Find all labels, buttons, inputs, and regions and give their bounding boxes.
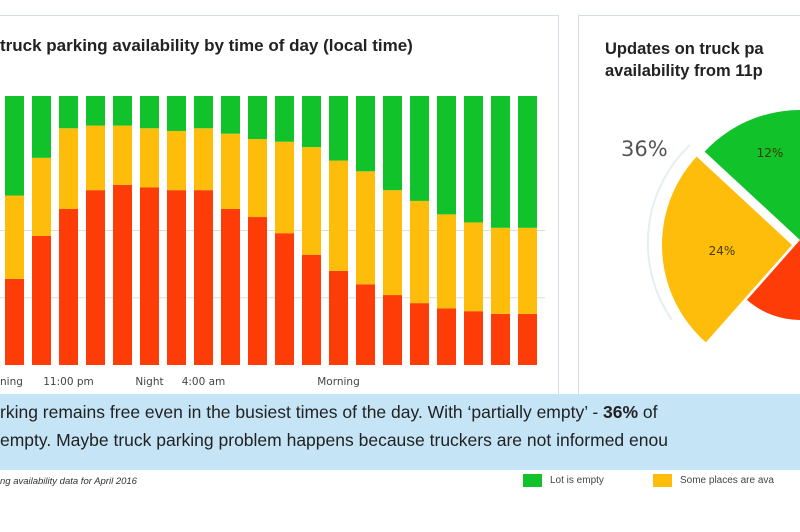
bar-segment-some-places-are-available: [86, 125, 105, 191]
bar-segment-some-places-are-available: [356, 171, 375, 285]
legend-label: Some places are ava: [680, 475, 774, 486]
pie-label-empty: 12%: [757, 146, 784, 160]
legend-swatch: [653, 474, 672, 487]
bar-segment-lot-is-empty: [32, 96, 51, 158]
bar-segment-lot-is-empty: [86, 96, 105, 126]
bar-segment-some-places-are-available: [194, 128, 213, 191]
bar-segment-lot-is-empty: [464, 96, 483, 223]
bar-segment-some-places-are-available: [302, 147, 321, 255]
bar-segment-some-places-are-available: [32, 157, 51, 236]
bar-segment-lot-is-empty: [167, 96, 186, 131]
bar-segment-lot-is-empty: [410, 96, 429, 201]
bar-segment-lot-is-empty: [302, 96, 321, 148]
bar-segment-some-places-are-available: [437, 214, 456, 309]
bar-segment-full: [302, 254, 321, 365]
bar-segment-lot-is-empty: [437, 96, 456, 215]
bar-segment-some-places-are-available: [464, 222, 483, 312]
bar-segment-lot-is-empty: [518, 96, 537, 228]
insight-text: of: [638, 402, 658, 422]
bar-segment-lot-is-empty: [59, 96, 78, 129]
legend-item-empty: Lot is empty: [523, 474, 604, 487]
bar-chart-title: truck parking availability by time of da…: [0, 36, 413, 55]
pie-title-line: Updates on truck pa: [605, 40, 764, 58]
bar-segment-lot-is-empty: [248, 96, 267, 140]
bar-segment-some-places-are-available: [5, 195, 24, 279]
bar-segment-full: [383, 295, 402, 365]
bar-segment-full: [194, 190, 213, 365]
bar-segment-some-places-are-available: [113, 125, 132, 185]
bar-segment-some-places-are-available: [383, 190, 402, 296]
bar-segment-full: [275, 233, 294, 365]
bar-segment-full: [518, 313, 537, 365]
x-tick-label: ning: [0, 376, 23, 388]
pie-guide-arc: [646, 144, 691, 321]
insight-banner: rking remains free even in the busiest t…: [0, 394, 800, 470]
x-tick-label: Morning: [317, 376, 360, 388]
bar-segment-lot-is-empty: [194, 96, 213, 129]
x-tick-label: 11:00 pm: [43, 376, 94, 388]
x-tick-label: Night: [135, 376, 163, 388]
bar-segment-some-places-are-available: [329, 160, 348, 271]
insight-highlight: 36%: [603, 402, 639, 422]
bar-segment-full: [140, 187, 159, 365]
bar-segment-lot-is-empty: [5, 96, 24, 196]
pie-slice-some: [662, 156, 792, 343]
bar-segment-full: [113, 184, 132, 365]
bar-segment-full: [356, 284, 375, 365]
bar-segment-some-places-are-available: [518, 227, 537, 314]
pie-slice-full: [746, 240, 800, 320]
bar-segment-some-places-are-available: [167, 130, 186, 191]
insight-text: rking remains free even in the busiest t…: [0, 402, 604, 422]
bar-segment-full: [437, 308, 456, 365]
bar-segment-full: [410, 303, 429, 365]
bar-segment-lot-is-empty: [140, 96, 159, 129]
bar-segment-lot-is-empty: [383, 96, 402, 191]
bar-segment-full: [464, 311, 483, 365]
legend-label: Lot is empty: [550, 475, 604, 486]
bar-segment-lot-is-empty: [275, 96, 294, 142]
bar-segment-lot-is-empty: [221, 96, 240, 134]
bar-segment-lot-is-empty: [113, 96, 132, 126]
legend-item-some: Some places are ava: [653, 474, 774, 487]
bar-segment-some-places-are-available: [140, 128, 159, 188]
bar-segment-full: [329, 270, 348, 365]
bar-segment-full: [86, 190, 105, 365]
x-tick-label: 4:00 am: [182, 376, 226, 388]
pie-annotation: 36%: [621, 137, 668, 161]
pie-title-line: availability from 11p: [605, 62, 763, 80]
legend-swatch: [523, 474, 542, 487]
bar-segment-full: [248, 217, 267, 365]
bar-segment-full: [32, 235, 51, 365]
pie-slice-empty: [704, 110, 800, 240]
bar-segment-lot-is-empty: [356, 96, 375, 172]
charts-svg: ning 11:00 pm Night 4:00 am Morning 12% 24% 36%: [0, 96, 800, 388]
bar-segment-some-places-are-available: [410, 200, 429, 304]
bar-segment-some-places-are-available: [275, 141, 294, 234]
pie-label-some: 24%: [709, 244, 736, 258]
bar-segment-lot-is-empty: [329, 96, 348, 161]
bar-segment-some-places-are-available: [248, 139, 267, 218]
bar-segment-some-places-are-available: [221, 133, 240, 209]
bar-segment-lot-is-empty: [491, 96, 510, 228]
bar-segment-full: [5, 278, 24, 365]
bar-segment-full: [59, 208, 78, 365]
bar-segment-some-places-are-available: [59, 128, 78, 209]
bar-segment-some-places-are-available: [491, 227, 510, 314]
bar-segment-full: [167, 190, 186, 365]
data-source-note: ng availability data for April 2016: [0, 476, 137, 487]
pie-chart-title: Updates on truck pa availability from 11…: [605, 38, 764, 82]
bar-segment-full: [221, 208, 240, 365]
bar-segment-full: [491, 313, 510, 365]
insight-line-2: empty. Maybe truck parking problem happe…: [0, 430, 668, 450]
insight-line-1: rking remains free even in the busiest t…: [0, 402, 658, 423]
